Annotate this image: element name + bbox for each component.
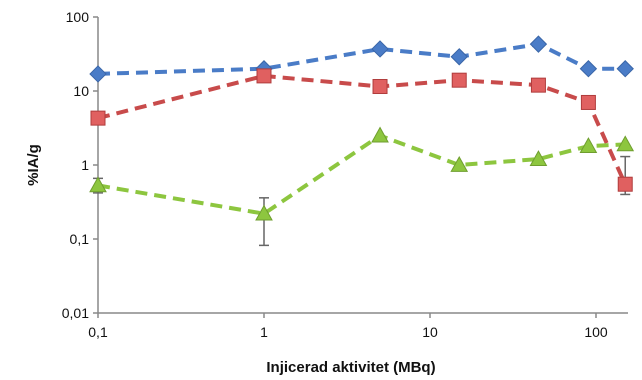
y-axis-title: %IA/g <box>25 144 42 186</box>
y-tick-label: 100 <box>66 9 90 25</box>
triangle-marker <box>579 137 598 154</box>
x-tick-label: 1 <box>260 324 268 340</box>
x-tick-label: 0,1 <box>88 324 108 340</box>
diamond-marker <box>371 40 389 58</box>
series-1-line <box>97 42 626 76</box>
diamond-marker <box>89 65 107 83</box>
triangle-marker <box>89 176 107 193</box>
square-marker <box>90 110 106 126</box>
x-axis-title: Injicerad aktivitet (MBq) <box>266 359 435 376</box>
square-marker <box>372 79 388 95</box>
y-tick-label: 0,1 <box>70 231 90 247</box>
triangle-marker <box>255 204 273 221</box>
triangle-marker <box>616 135 635 152</box>
square-marker <box>451 72 467 88</box>
diamond-marker <box>529 35 548 53</box>
triangle-marker <box>371 126 389 143</box>
series-3-line <box>97 133 626 216</box>
error-bars <box>93 155 631 247</box>
axes <box>93 16 628 318</box>
y-tick-label: 1 <box>81 157 89 173</box>
diamond-marker <box>616 60 634 78</box>
series-lines <box>97 42 628 216</box>
tick-labels: 0,01 0,1 1 10 100 0,1 1 10 100 <box>62 9 608 340</box>
x-tick-label: 10 <box>422 324 438 340</box>
square-marker <box>580 94 596 110</box>
diamond-marker <box>579 60 598 78</box>
triangle-marker <box>450 155 469 172</box>
series-markers <box>89 35 635 221</box>
x-tick-label: 100 <box>584 324 608 340</box>
square-marker <box>530 77 546 93</box>
y-tick-label: 10 <box>73 83 89 99</box>
diamond-marker <box>450 48 468 66</box>
series-2-line <box>97 73 628 186</box>
triangle-marker <box>529 150 548 167</box>
square-marker <box>617 176 633 192</box>
square-marker <box>256 68 272 84</box>
y-tick-label: 0,01 <box>62 305 89 321</box>
